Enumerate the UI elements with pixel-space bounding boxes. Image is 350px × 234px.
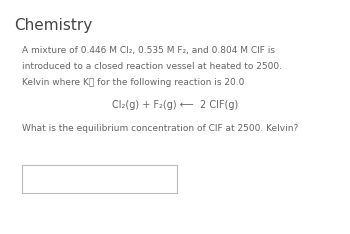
Text: Chemistry: Chemistry <box>14 18 92 33</box>
Text: Kelvin where KⲄ for the following reaction is 20.0: Kelvin where KⲄ for the following reacti… <box>22 78 244 87</box>
Text: introduced to a closed reaction vessel at heated to 2500.: introduced to a closed reaction vessel a… <box>22 62 282 71</box>
Text: What is the equilibrium concentration of ClF at 2500. Kelvin?: What is the equilibrium concentration of… <box>22 124 298 133</box>
Text: A mixture of 0.446 M Cl₂, 0.535 M F₂, and 0.804 M ClF is: A mixture of 0.446 M Cl₂, 0.535 M F₂, an… <box>22 46 275 55</box>
Text: Cl₂(g) + F₂(g) ⟵  2 ClF(g): Cl₂(g) + F₂(g) ⟵ 2 ClF(g) <box>112 100 238 110</box>
